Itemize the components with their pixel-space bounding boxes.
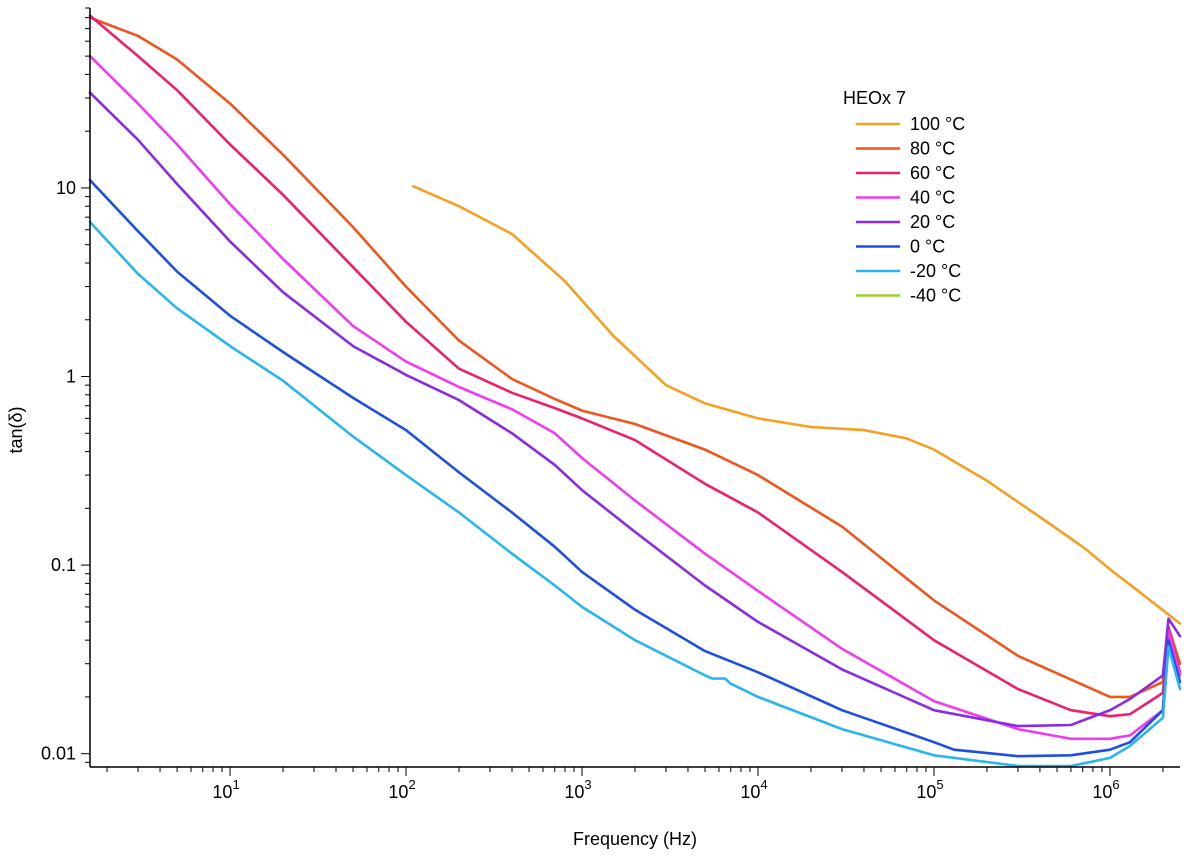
legend-label: 100 °C — [910, 114, 965, 134]
series-line-1 — [88, 16, 1182, 699]
x-axis-title: Frequency (Hz) — [573, 829, 697, 849]
y-tick-label: 0.01 — [41, 744, 76, 764]
legend-label: 0 °C — [910, 237, 945, 257]
legend-label: 20 °C — [910, 212, 955, 232]
series-line-4 — [88, 91, 1182, 728]
y-tick-label: 10 — [56, 178, 76, 198]
series-line-3 — [88, 54, 1182, 741]
x-tick-label: 106 — [1092, 777, 1119, 802]
legend: HEOx 7 100 °C 80 °C 60 °C 40 °C 20 °C 0 °C -20… — [843, 88, 965, 306]
y-tick-label: 0.1 — [51, 555, 76, 575]
y-axis-title: tan(δ) — [6, 406, 26, 453]
y-tick-label: 1 — [66, 367, 76, 387]
x-tick-label: 103 — [564, 777, 591, 802]
legend-label: -40 °C — [910, 286, 961, 306]
x-tick-label: 105 — [916, 777, 943, 802]
legend-title: HEOx 7 — [843, 88, 906, 108]
legend-label: 60 °C — [910, 163, 955, 183]
x-tick-label: 102 — [388, 777, 415, 802]
legend-label: 40 °C — [910, 188, 955, 208]
series-line-0 — [412, 185, 1182, 625]
series-line-6 — [88, 220, 1182, 768]
legend-label: 80 °C — [910, 139, 955, 159]
legend-label: -20 °C — [910, 261, 961, 281]
x-tick-label: 104 — [740, 777, 767, 802]
series-line-2 — [88, 14, 1182, 718]
series-layer — [88, 14, 1182, 768]
x-tick-label: 101 — [212, 777, 239, 802]
series-line-5 — [88, 178, 1182, 758]
